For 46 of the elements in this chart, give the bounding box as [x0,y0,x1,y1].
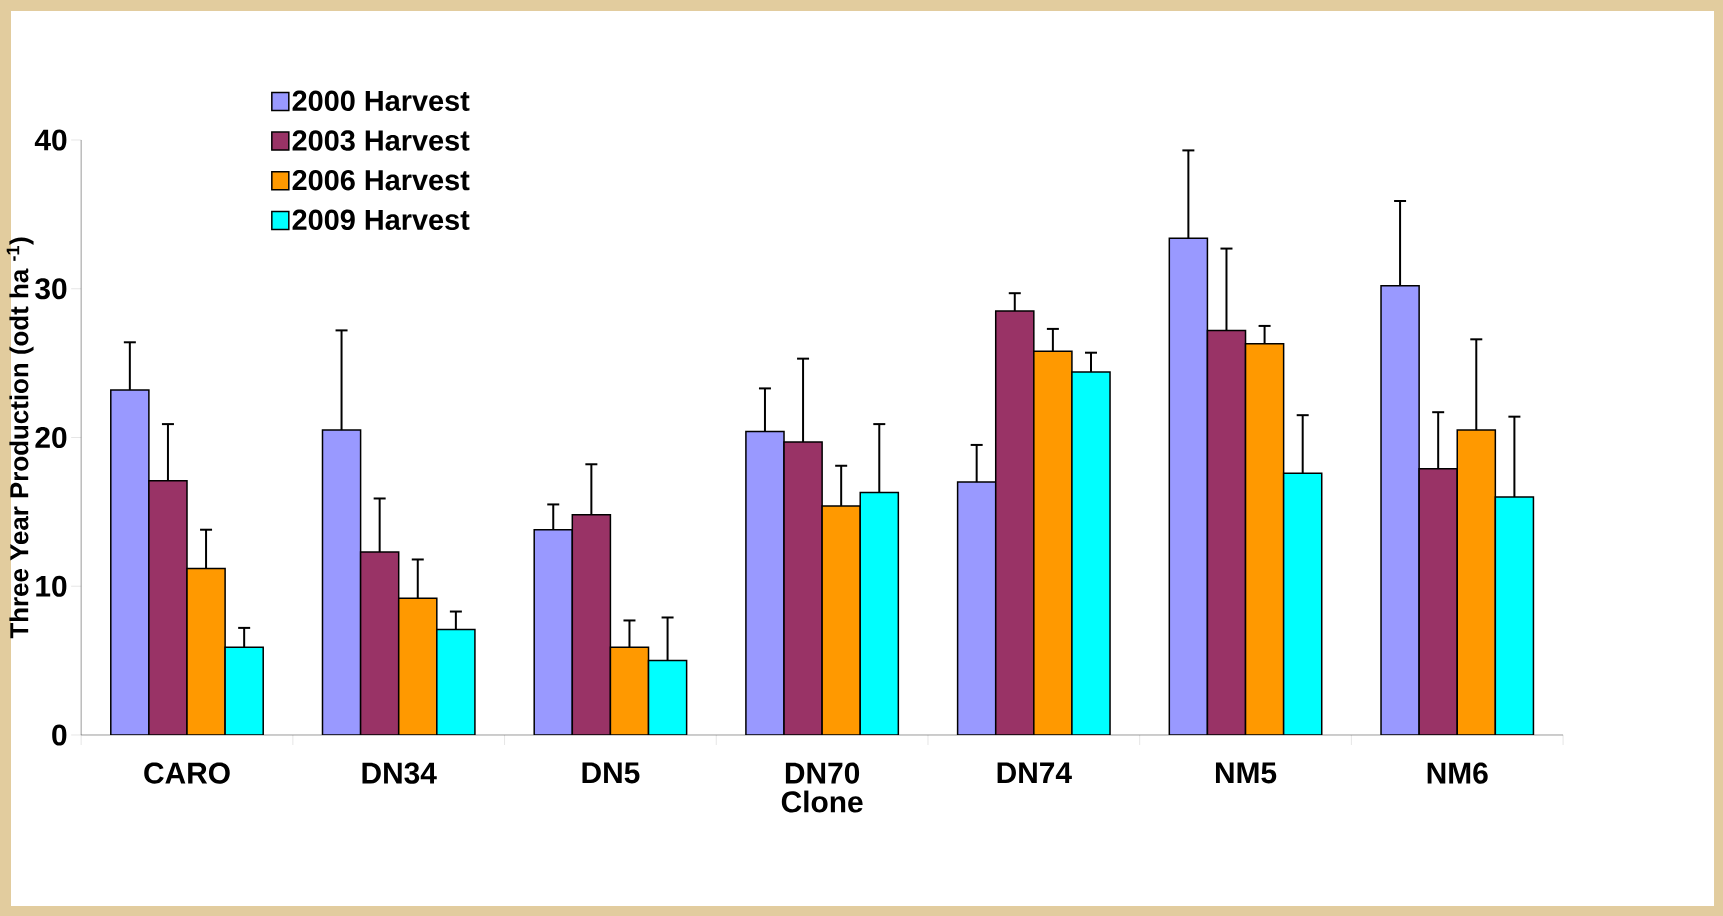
x-tick-label: NM5 [1215,762,1277,784]
bar [1206,329,1247,735]
bar [647,659,688,735]
y-tick-label: 20 [35,426,67,449]
legend-label: 2009 Harvest [292,209,470,231]
bar [1418,467,1458,735]
bar [1380,285,1420,735]
x-axis-title: Clone [781,790,863,813]
x-tick-label: DN70 [785,762,860,784]
y-tick-label: 0 [52,724,67,746]
bar [821,505,861,735]
bar [436,628,476,735]
bar [783,441,823,735]
bar [994,310,1035,735]
bar [859,491,900,735]
bar [1282,472,1323,735]
x-tick-label: DN34 [362,762,437,784]
legend-label: 2000 Harvest [292,90,470,112]
x-tick-label: DN74 [997,762,1072,784]
bar [224,646,264,735]
bar [1456,429,1497,735]
y-axis-title: Three Year Production (odt ha $^{-1}$) [6,237,34,639]
x-tick-label: NM6 [1427,762,1488,784]
bar [956,481,997,735]
bar [397,597,438,735]
bar [359,551,400,735]
bar [1494,496,1535,735]
bar [110,389,150,735]
bar [148,479,188,735]
bar [1071,371,1111,735]
bar [1244,343,1285,735]
legend-label: 2003 Harvest [292,130,470,151]
bar [745,430,785,735]
y-tick-label: 40 [34,129,67,151]
legend-label: 2006 Harvest [292,169,470,191]
bar [571,514,612,735]
bar [186,567,226,735]
y-tick-label: 10 [36,575,67,597]
x-tick-label: CARO [144,762,230,784]
bar [609,646,650,735]
bar [1168,237,1209,735]
bar [1033,350,1073,735]
bar [533,528,574,735]
y-tick-label: 30 [35,278,67,300]
bar [321,429,362,735]
x-tick-label: DN5 [582,762,640,784]
